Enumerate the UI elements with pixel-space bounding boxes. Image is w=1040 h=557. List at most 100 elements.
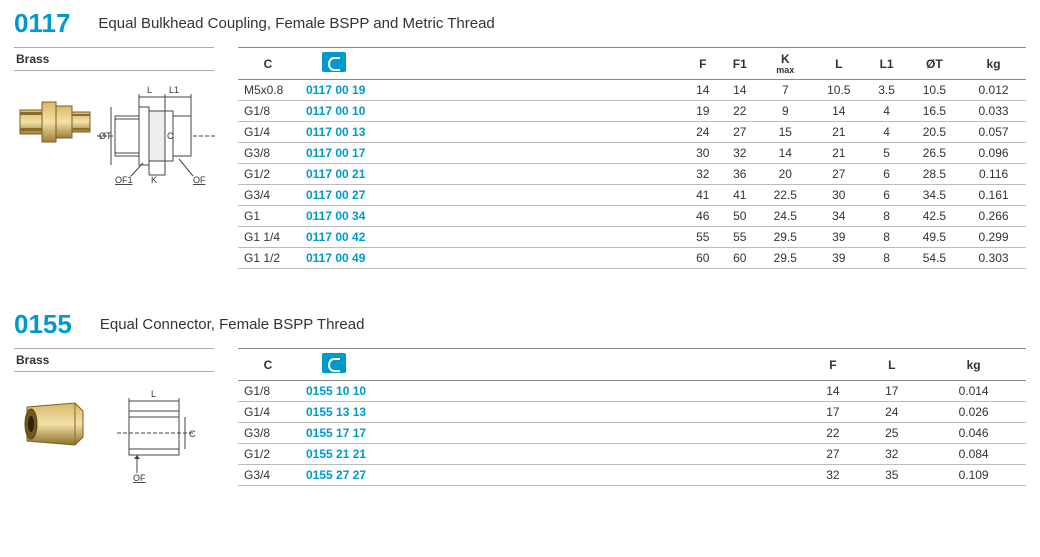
svg-text:OF: OF bbox=[133, 473, 146, 483]
cell-kg: 0.046 bbox=[921, 423, 1026, 444]
cell-ref: 0117 00 10 bbox=[298, 101, 369, 122]
cell-l: 30 bbox=[812, 185, 865, 206]
cell-c: G1/8 bbox=[238, 381, 298, 402]
cell-ref: 0155 21 21 bbox=[298, 444, 370, 465]
col-icon bbox=[298, 349, 370, 381]
table-row: G3/80117 00 1730321421526.50.096 bbox=[238, 143, 1026, 164]
cell-kg: 0.299 bbox=[961, 227, 1026, 248]
cell-kg: 0.116 bbox=[961, 164, 1026, 185]
cell-f1: 55 bbox=[721, 227, 759, 248]
cell-l: 25 bbox=[862, 423, 921, 444]
cell-ot: 28.5 bbox=[908, 164, 961, 185]
table-row: G1/80117 00 101922914416.50.033 bbox=[238, 101, 1026, 122]
table-row: M5x0.80117 00 191414710.53.510.50.012 bbox=[238, 80, 1026, 101]
table-header-row: C F L kg bbox=[238, 349, 1026, 381]
table-row: G3/40155 27 2732350.109 bbox=[238, 465, 1026, 486]
cell-l1: 8 bbox=[866, 227, 908, 248]
cell-k: 7 bbox=[759, 80, 812, 101]
cell-f1: 41 bbox=[721, 185, 759, 206]
col-f: F bbox=[803, 349, 862, 381]
material-label: Brass bbox=[14, 348, 214, 372]
cell-l: 34 bbox=[812, 206, 865, 227]
cell-c: G1/8 bbox=[238, 101, 298, 122]
product-code: 0155 bbox=[14, 309, 72, 340]
cell-l1: 4 bbox=[866, 122, 908, 143]
cell-l: 21 bbox=[812, 143, 865, 164]
cell-f1: 36 bbox=[721, 164, 759, 185]
cell-k: 22.5 bbox=[759, 185, 812, 206]
cell-l: 39 bbox=[812, 248, 865, 269]
cell-ot: 10.5 bbox=[908, 80, 961, 101]
cell-kg: 0.014 bbox=[921, 381, 1026, 402]
cell-k: 24.5 bbox=[759, 206, 812, 227]
cell-f: 60 bbox=[685, 248, 721, 269]
cell-f: 14 bbox=[685, 80, 721, 101]
cell-f: 55 bbox=[685, 227, 721, 248]
cell-l1: 3.5 bbox=[866, 80, 908, 101]
cell-f: 27 bbox=[803, 444, 862, 465]
cell-f: 30 bbox=[685, 143, 721, 164]
left-column: Brass bbox=[14, 47, 214, 269]
col-f1: F1 bbox=[721, 48, 759, 80]
cell-l: 14 bbox=[812, 101, 865, 122]
cell-l: 10.5 bbox=[812, 80, 865, 101]
cell-c: G1 bbox=[238, 206, 298, 227]
col-icon bbox=[298, 48, 369, 80]
product-code: 0117 bbox=[14, 8, 70, 39]
cell-kg: 0.266 bbox=[961, 206, 1026, 227]
cell-c: G3/4 bbox=[238, 465, 298, 486]
technical-diagram: L C OF bbox=[102, 382, 212, 492]
cell-f1: 27 bbox=[721, 122, 759, 143]
product-photo bbox=[14, 382, 96, 464]
cell-k: 15 bbox=[759, 122, 812, 143]
cell-ot: 20.5 bbox=[908, 122, 961, 143]
cell-f: 19 bbox=[685, 101, 721, 122]
svg-text:C: C bbox=[189, 429, 196, 439]
cell-kg: 0.161 bbox=[961, 185, 1026, 206]
cell-l: 24 bbox=[862, 402, 921, 423]
svg-text:C: C bbox=[167, 131, 174, 141]
cell-ref: 0155 13 13 bbox=[298, 402, 370, 423]
cell-ot: 34.5 bbox=[908, 185, 961, 206]
cell-ref: 0155 17 17 bbox=[298, 423, 370, 444]
cell-f: 24 bbox=[685, 122, 721, 143]
svg-text:ØT: ØT bbox=[99, 131, 112, 141]
technical-diagram: L L1 ØT C K OF1 OF bbox=[102, 81, 212, 191]
cell-l1: 8 bbox=[866, 206, 908, 227]
cell-ref: 0155 27 27 bbox=[298, 465, 370, 486]
cell-c: G1/2 bbox=[238, 164, 298, 185]
material-label: Brass bbox=[14, 47, 214, 71]
svg-text:L: L bbox=[147, 85, 152, 95]
cell-c: G1 1/2 bbox=[238, 248, 298, 269]
cell-l1: 8 bbox=[866, 248, 908, 269]
cell-ref: 0117 00 17 bbox=[298, 143, 369, 164]
cell-c: G3/8 bbox=[238, 143, 298, 164]
table-row: G3/80155 17 1722250.046 bbox=[238, 423, 1026, 444]
cell-f1: 22 bbox=[721, 101, 759, 122]
cell-c: G3/4 bbox=[238, 185, 298, 206]
col-ot: ØT bbox=[908, 48, 961, 80]
cell-k: 29.5 bbox=[759, 227, 812, 248]
cell-l: 17 bbox=[862, 381, 921, 402]
svg-text:OF1: OF1 bbox=[115, 175, 133, 185]
product-header: 0155 Equal Connector, Female BSPP Thread bbox=[14, 309, 1026, 340]
cell-l: 21 bbox=[812, 122, 865, 143]
table-row: G10117 00 34465024.534842.50.266 bbox=[238, 206, 1026, 227]
product-0117: 0117 Equal Bulkhead Coupling, Female BSP… bbox=[14, 8, 1026, 269]
table-row: G1/40117 00 1324271521420.50.057 bbox=[238, 122, 1026, 143]
cell-k: 29.5 bbox=[759, 248, 812, 269]
cell-ref: 0117 00 34 bbox=[298, 206, 369, 227]
product-title: Equal Bulkhead Coupling, Female BSPP and… bbox=[98, 15, 494, 32]
col-l: L bbox=[812, 48, 865, 80]
cell-kg: 0.026 bbox=[921, 402, 1026, 423]
table-row: G1 1/40117 00 42555529.539849.50.299 bbox=[238, 227, 1026, 248]
svg-text:K: K bbox=[151, 175, 157, 185]
cell-f: 32 bbox=[685, 164, 721, 185]
cell-f1: 14 bbox=[721, 80, 759, 101]
cell-c: M5x0.8 bbox=[238, 80, 298, 101]
cell-ot: 26.5 bbox=[908, 143, 961, 164]
cell-f: 41 bbox=[685, 185, 721, 206]
cell-ref: 0117 00 27 bbox=[298, 185, 369, 206]
cell-ot: 16.5 bbox=[908, 101, 961, 122]
cell-l1: 6 bbox=[866, 164, 908, 185]
